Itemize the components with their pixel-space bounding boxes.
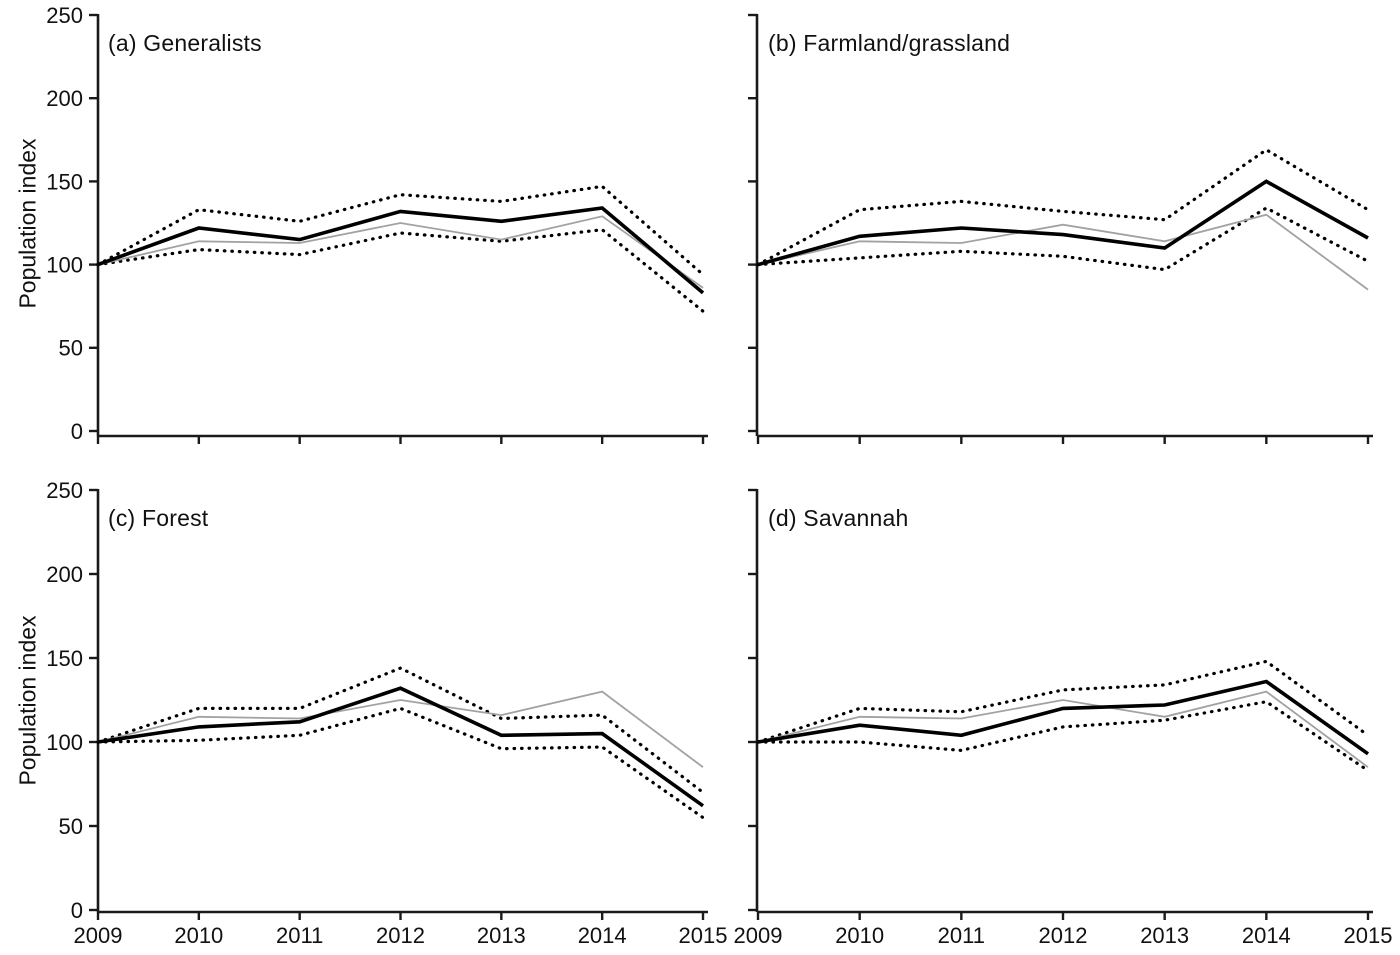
panel-b-secondary-index-gray-line [757,213,1369,291]
panel-c-secondary-index-gray-line [97,690,704,768]
panel-c-lower-dotted-line [96,706,705,820]
panel-c-main-trend-solid-black-line [97,686,705,808]
y-tick-label: 100 [46,253,83,278]
panel-d-upper-dotted-line [756,659,1370,744]
x-tick-label: 2009 [74,923,123,948]
y-tick-label: 100 [46,730,83,755]
panel-c-upper-dotted-line [96,666,705,795]
panel-a-upper-dotted-line [96,184,705,277]
x-tick-label: 2013 [477,923,526,948]
x-tick-label: 2012 [376,923,425,948]
y-tick-label: 50 [59,336,83,361]
panel-d-main-trend-solid-black-line [757,679,1370,756]
panel-b-axes [748,13,1373,444]
y-axis-label-top: Population index [14,138,41,309]
panel-c: 0 50 100 150 200 250 2009 2010 2011 2012 2013 2014 2… [46,478,727,948]
x-tick-label: 2015 [1344,923,1393,948]
panel-a-axes: 0 50 100 150 200 250 [46,3,708,444]
y-tick-label: 0 [71,898,83,923]
y-tick-label: 150 [46,169,83,194]
panel-b-main-trend-solid-black-line [757,179,1369,267]
panel-b-upper-dotted-line [756,147,1370,267]
panel-d-axes: 2009 2010 2011 2012 2013 2014 2015 [734,488,1393,948]
x-tick-label: 2011 [276,923,323,948]
panel-b-lower-dotted-line [756,206,1370,272]
panel-d: 2009 2010 2011 2012 2013 2014 2015 [734,488,1393,948]
panel-d-secondary-index-gray-line [757,690,1369,768]
x-tick-label: 2015 [679,923,728,948]
y-tick-label: 250 [46,478,83,503]
panel-b [748,13,1373,444]
y-tick-label: 200 [46,86,83,111]
panel-a-lower-dotted-line [96,228,705,313]
y-tick-label: 150 [46,646,83,671]
x-tick-label: 2011 [938,923,985,948]
x-tick-label: 2010 [835,923,884,948]
panel-a-secondary-index-gray-line [97,215,704,289]
y-tick-label: 250 [46,3,83,28]
y-tick-label: 200 [46,562,83,587]
panel-d-lower-dotted-line [756,700,1370,773]
y-tick-label: 0 [71,419,83,444]
x-tick-label: 2009 [734,923,783,948]
y-axis-label-bottom: Population index [14,615,41,786]
panel-c-title: (c) Forest [108,505,209,531]
x-tick-label: 2012 [1039,923,1088,948]
x-tick-label: 2010 [174,923,223,948]
panel-a-main-trend-solid-black-line [97,206,705,295]
panel-c-axes: 0 50 100 150 200 250 2009 2010 2011 2012 2013 2014 2… [46,478,727,948]
x-tick-label: 2014 [578,923,627,948]
y-tick-label: 50 [59,814,83,839]
panel-a-title: (a) Generalists [108,30,262,56]
panel-b-title: (b) Farmland/grassland [768,30,1011,56]
panel-a: 0 50 100 150 200 250 [46,3,708,444]
x-tick-label: 2013 [1140,923,1189,948]
x-tick-label: 2014 [1242,923,1291,948]
panel-d-title: (d) Savannah [768,505,909,531]
